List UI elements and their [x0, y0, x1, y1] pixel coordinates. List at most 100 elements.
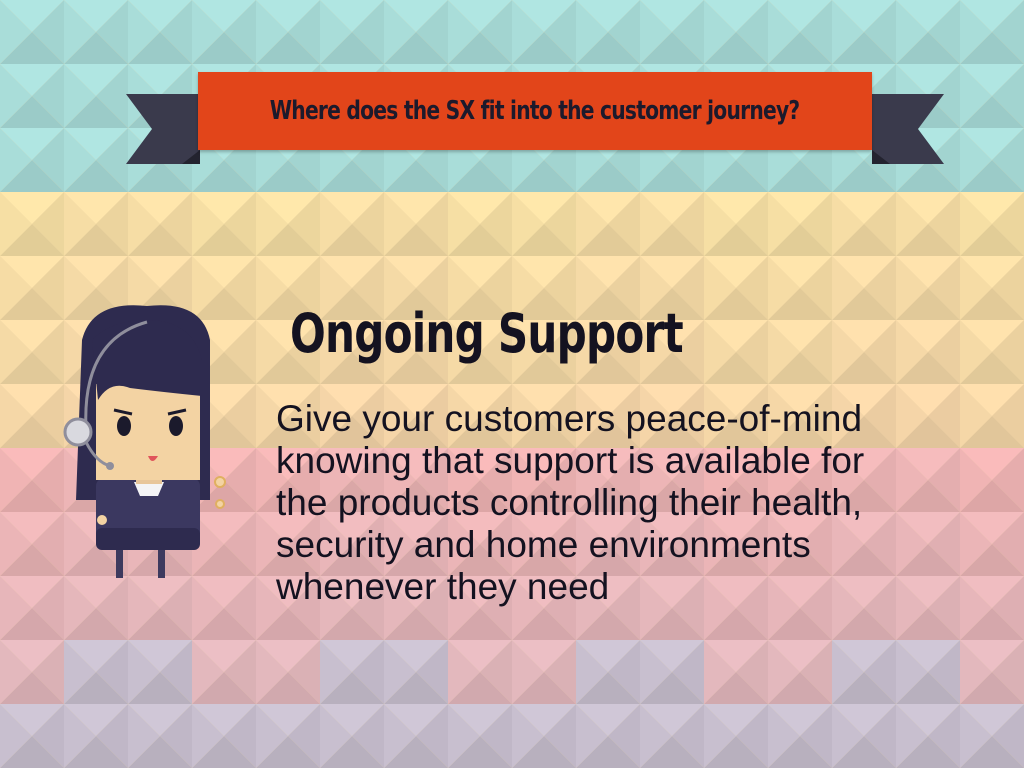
background-tile: [320, 704, 352, 768]
background-tile: [960, 736, 1024, 768]
background-tile: [768, 640, 832, 672]
background-tile: [320, 448, 352, 512]
background-tile: [544, 320, 576, 384]
background-tile: [448, 608, 512, 640]
background-tile: [768, 416, 832, 448]
background-tile: [96, 256, 128, 320]
background-tile: [448, 416, 512, 448]
background-tile: [864, 192, 896, 256]
background-tile: [640, 448, 704, 480]
background-tile: [960, 96, 1024, 128]
background-tile: [192, 192, 256, 224]
body-line: the products controlling their health,: [276, 482, 863, 523]
background-tile: [960, 0, 992, 64]
background-tile: [224, 256, 256, 320]
background-tile: [192, 640, 256, 672]
background-tile: [736, 192, 768, 256]
background-tile: [384, 640, 448, 672]
background-tile: [64, 128, 96, 192]
background-tile: [384, 384, 416, 448]
background-tile: [416, 0, 448, 64]
background-tile: [832, 256, 864, 320]
background-tile: [896, 64, 960, 96]
background-tile: [960, 288, 1024, 320]
background-tile: [832, 416, 896, 448]
background-tile: [32, 704, 64, 768]
background-tile: [640, 640, 704, 672]
body-line: whenever they need: [276, 566, 610, 607]
background-tile: [64, 576, 128, 608]
background-tile: [64, 256, 96, 320]
background-tile: [64, 544, 128, 576]
background-tile: [576, 288, 640, 320]
background-tile: [512, 416, 576, 448]
background-tile: [960, 640, 1024, 672]
background-tile: [896, 320, 928, 384]
background-tile: [768, 640, 800, 704]
background-tile: [768, 320, 832, 352]
background-tile: [384, 256, 448, 288]
background-tile: [128, 64, 192, 96]
background-tile: [288, 448, 320, 512]
background-tile: [704, 640, 736, 704]
background-tile: [960, 448, 1024, 480]
background-tile: [704, 320, 768, 352]
background-tile: [992, 128, 1024, 192]
background-tile: [96, 128, 128, 192]
background-tile: [448, 160, 512, 192]
background-tile: [992, 64, 1024, 128]
background-tile: [928, 448, 960, 512]
background-tile: [960, 544, 1024, 576]
background-tile: [160, 192, 192, 256]
background-tile: [576, 448, 640, 480]
background-tile: [704, 448, 736, 512]
background-tile: [64, 192, 96, 256]
background-tile: [672, 0, 704, 64]
background-tile: [256, 512, 320, 544]
background-tile: [256, 512, 288, 576]
background-tile: [288, 576, 320, 640]
background-tile: [832, 288, 896, 320]
background-tile: [576, 320, 608, 384]
background-tile: [512, 0, 544, 64]
background-tile: [352, 0, 384, 64]
background-tile: [704, 512, 768, 544]
background-tile: [992, 640, 1024, 704]
background-tile: [864, 576, 896, 640]
background-tile: [480, 448, 512, 512]
background-tile: [480, 512, 512, 576]
background-tile: [512, 352, 576, 384]
background-tile: [0, 64, 32, 128]
background-tile: [608, 704, 640, 768]
background-tile: [608, 0, 640, 64]
background-tile: [128, 576, 160, 640]
background-tile: [128, 640, 192, 672]
background-tile: [352, 448, 384, 512]
background-tile: [128, 256, 160, 320]
background-tile: [768, 384, 832, 416]
background-tile: [256, 384, 320, 416]
background-tile: [320, 480, 384, 512]
background-tile: [0, 448, 64, 480]
background-tile: [384, 288, 448, 320]
background-tile: [736, 448, 768, 512]
background-tile: [256, 576, 288, 640]
background-tile: [0, 736, 64, 768]
background-tile: [288, 192, 320, 256]
background-tile: [0, 480, 64, 512]
background-tile: [768, 256, 800, 320]
background-tile: [256, 736, 320, 768]
background-tile: [736, 640, 768, 704]
background-tile: [0, 576, 32, 640]
background-tile: [448, 704, 512, 736]
background-tile: [672, 576, 704, 640]
background-tile: [352, 704, 384, 768]
background-tile: [832, 320, 896, 352]
background-tile: [256, 672, 320, 704]
background-tile: [544, 192, 576, 256]
background-tile: [576, 320, 640, 352]
background-tile: [0, 192, 32, 256]
background-tile: [352, 640, 384, 704]
background-tile: [704, 576, 736, 640]
background-tile: [576, 576, 608, 640]
